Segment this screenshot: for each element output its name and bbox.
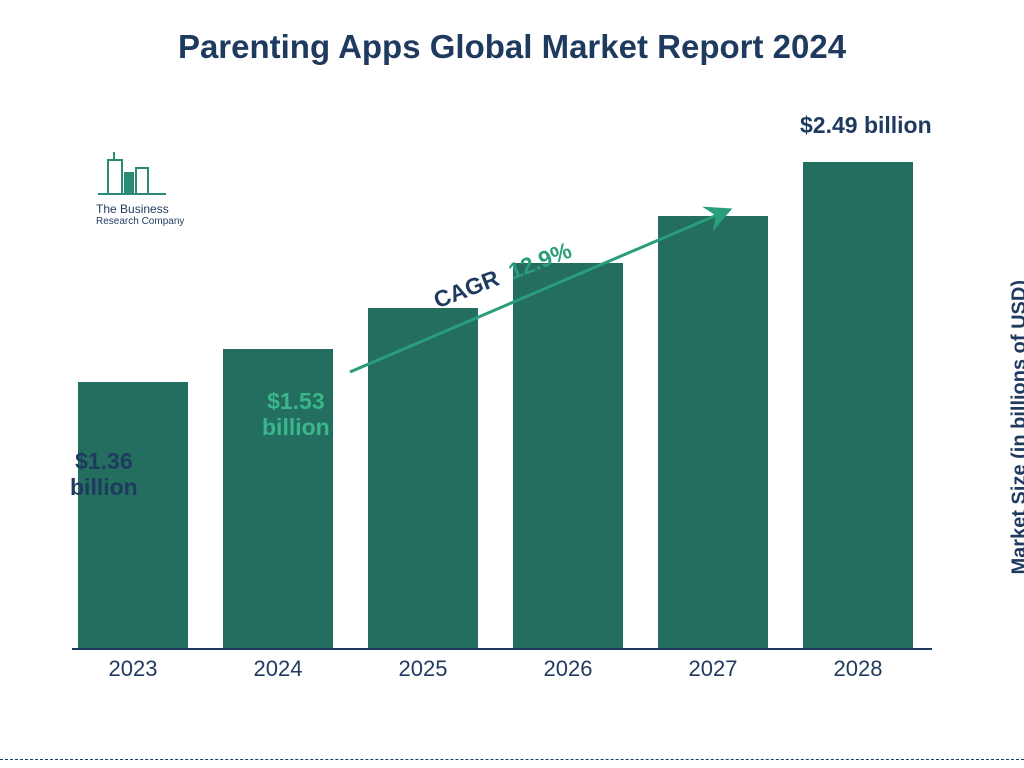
x-tick-label: 2028 bbox=[803, 656, 913, 682]
chart-area: 2023 2024 2025 2026 2027 2028 bbox=[72, 140, 932, 680]
bar: 2023 bbox=[78, 382, 188, 648]
x-tick-label: 2027 bbox=[658, 656, 768, 682]
x-tick-label: 2025 bbox=[368, 656, 478, 682]
bars-container: 202320242025202620272028 bbox=[72, 140, 932, 648]
value-callout: $1.36billion bbox=[70, 448, 138, 501]
bar: 2028 bbox=[803, 162, 913, 649]
page-title: Parenting Apps Global Market Report 2024 bbox=[0, 28, 1024, 66]
bar: 2027 bbox=[658, 216, 768, 648]
y-axis-label: Market Size (in billions of USD) bbox=[1008, 280, 1024, 574]
bar: 2026 bbox=[513, 263, 623, 648]
x-tick-label: 2026 bbox=[513, 656, 623, 682]
x-axis bbox=[72, 648, 932, 650]
x-tick-label: 2024 bbox=[223, 656, 333, 682]
value-callout: $1.53billion bbox=[262, 388, 330, 441]
x-tick-label: 2023 bbox=[78, 656, 188, 682]
value-callout: $2.49 billion bbox=[800, 112, 932, 138]
bar: 2025 bbox=[368, 308, 478, 648]
bottom-divider bbox=[0, 759, 1024, 760]
